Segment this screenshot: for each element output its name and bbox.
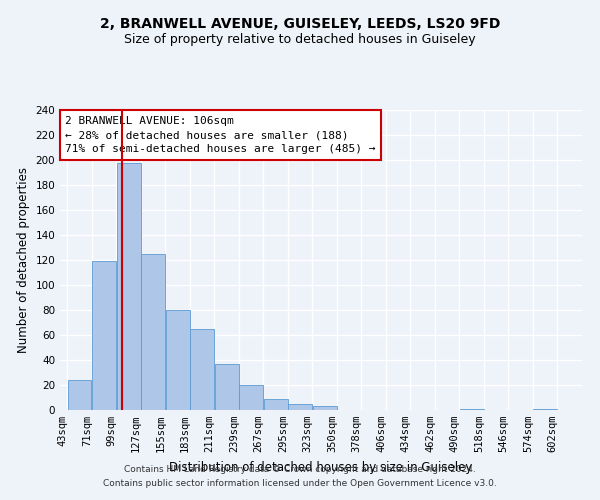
- Bar: [166, 310, 190, 410]
- Bar: [190, 329, 214, 410]
- Text: 2, BRANWELL AVENUE, GUISELEY, LEEDS, LS20 9FD: 2, BRANWELL AVENUE, GUISELEY, LEEDS, LS2…: [100, 18, 500, 32]
- Bar: [288, 404, 312, 410]
- Bar: [68, 380, 91, 410]
- Bar: [141, 254, 165, 410]
- Bar: [264, 399, 287, 410]
- Bar: [460, 409, 484, 410]
- Bar: [117, 162, 140, 410]
- Bar: [239, 385, 263, 410]
- Bar: [313, 406, 337, 410]
- X-axis label: Distribution of detached houses by size in Guiseley: Distribution of detached houses by size …: [169, 460, 473, 473]
- Bar: [215, 364, 239, 410]
- Text: Contains HM Land Registry data © Crown copyright and database right 2024.
Contai: Contains HM Land Registry data © Crown c…: [103, 466, 497, 487]
- Y-axis label: Number of detached properties: Number of detached properties: [17, 167, 30, 353]
- Text: Size of property relative to detached houses in Guiseley: Size of property relative to detached ho…: [124, 32, 476, 46]
- Bar: [533, 409, 557, 410]
- Bar: [92, 261, 116, 410]
- Text: 2 BRANWELL AVENUE: 106sqm
← 28% of detached houses are smaller (188)
71% of semi: 2 BRANWELL AVENUE: 106sqm ← 28% of detac…: [65, 116, 376, 154]
